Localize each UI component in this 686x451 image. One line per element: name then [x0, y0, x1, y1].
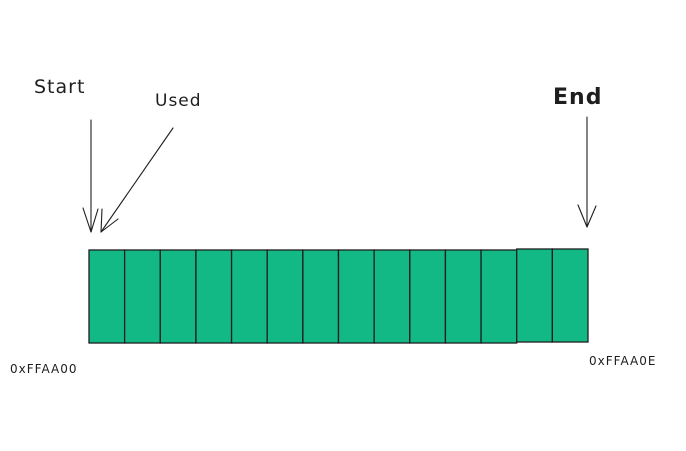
buffer-cell [302, 249, 340, 344]
buffer-cell [444, 249, 482, 344]
buffer-cell [516, 248, 554, 343]
end-label: End [553, 85, 602, 110]
buffer-cell [266, 249, 304, 344]
buffer-cell [159, 249, 197, 344]
buffer-cell [480, 249, 518, 344]
buffer-cell [88, 249, 126, 344]
buffer-cell [230, 249, 268, 344]
buffer-cell [373, 249, 411, 344]
buffer-cell [409, 249, 447, 344]
start-arrow [82, 119, 99, 233]
used-label: Used [155, 91, 202, 111]
buffer-cell [551, 248, 589, 343]
used-arrow [100, 127, 174, 233]
buffer-cell [337, 249, 375, 344]
end-address-label: 0xFFAA0E [589, 354, 656, 368]
buffer-cell [195, 249, 233, 344]
buffer-cells [88, 248, 589, 344]
start-label: Start [34, 76, 85, 98]
buffer-cell [123, 249, 161, 344]
end-arrow [577, 116, 597, 228]
start-address-label: 0xFFAA00 [10, 362, 77, 376]
